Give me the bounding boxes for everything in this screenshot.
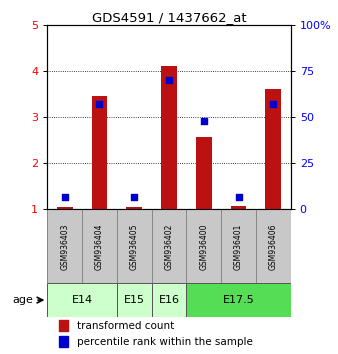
Text: GSM936403: GSM936403	[60, 223, 69, 270]
Point	[97, 101, 102, 107]
Bar	[92, 96, 107, 210]
Point	[201, 118, 207, 124]
Point	[166, 77, 172, 83]
Text: GSM936401: GSM936401	[234, 223, 243, 269]
Text: GSM936404: GSM936404	[95, 223, 104, 270]
Bar	[186, 210, 221, 283]
Bar	[186, 283, 291, 317]
Text: age: age	[13, 295, 33, 305]
Text: GSM936405: GSM936405	[130, 223, 139, 270]
Bar	[221, 210, 256, 283]
Point	[62, 194, 67, 199]
Text: GSM936402: GSM936402	[165, 223, 173, 269]
Point	[131, 194, 137, 199]
Bar	[117, 283, 152, 317]
Text: E15: E15	[124, 295, 145, 305]
Bar	[82, 210, 117, 283]
Bar	[47, 283, 117, 317]
Text: GSM936400: GSM936400	[199, 223, 208, 270]
Bar	[117, 210, 152, 283]
Text: E17.5: E17.5	[223, 295, 255, 305]
Bar	[265, 90, 281, 210]
Point	[236, 194, 241, 199]
Bar	[256, 210, 291, 283]
Bar	[152, 210, 186, 283]
Text: GSM936406: GSM936406	[269, 223, 278, 270]
Text: E16: E16	[159, 295, 179, 305]
Point	[271, 101, 276, 107]
Text: percentile rank within the sample: percentile rank within the sample	[76, 337, 252, 347]
Text: transformed count: transformed count	[76, 321, 174, 331]
Bar	[152, 283, 186, 317]
Bar	[196, 137, 212, 210]
Bar	[57, 207, 73, 210]
Text: E14: E14	[72, 295, 93, 305]
Title: GDS4591 / 1437662_at: GDS4591 / 1437662_at	[92, 11, 246, 24]
Bar	[126, 207, 142, 210]
Bar	[59, 320, 68, 331]
Bar	[59, 336, 68, 347]
Bar	[47, 210, 82, 283]
Bar	[231, 206, 246, 210]
Bar	[161, 66, 177, 210]
